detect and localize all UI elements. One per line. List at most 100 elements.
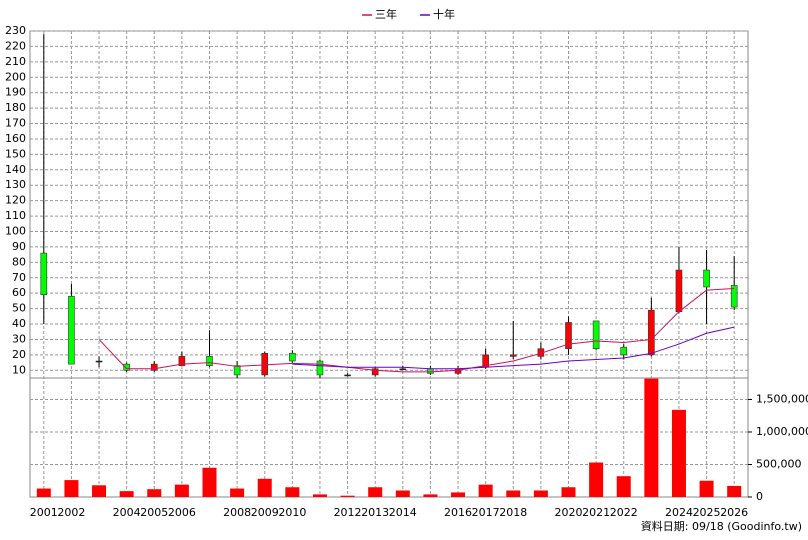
y-tick-label: 160 <box>5 132 26 145</box>
volume-bar <box>727 485 742 497</box>
candle-body <box>344 374 351 377</box>
candle-body <box>703 269 710 288</box>
volume-bar <box>451 492 466 497</box>
volume-bar <box>312 494 327 497</box>
y-tick-label: 70 <box>12 271 26 284</box>
candle-body <box>675 269 683 312</box>
candle-body <box>399 368 407 371</box>
x-tick-label: 2008 <box>223 506 251 519</box>
y-tick-label: 220 <box>5 39 26 52</box>
volume-bar <box>616 476 631 497</box>
x-tick-label: 2010 <box>278 506 306 519</box>
x-tick-label: 2016 <box>444 506 472 519</box>
volume-bar <box>202 467 217 497</box>
legend-label: 十年 <box>433 7 455 21</box>
volume-bar <box>699 480 714 497</box>
x-tick-label: 2002 <box>57 506 85 519</box>
candle-body <box>565 322 572 349</box>
volume-bar <box>478 484 493 497</box>
y-tick-label: 120 <box>5 194 26 207</box>
volume-bar <box>119 491 134 497</box>
x-tick-label: 2013 <box>361 506 389 519</box>
ma-line <box>292 326 735 370</box>
candle-body <box>730 285 738 308</box>
y-tick-label: 110 <box>5 209 26 222</box>
x-tick-label: 2022 <box>610 506 638 519</box>
x-tick-label: 2020 <box>555 506 583 519</box>
candle-body <box>316 360 324 376</box>
volume-bar <box>644 378 659 497</box>
volume-bar <box>36 488 51 497</box>
candle-body <box>648 309 655 356</box>
volume-bar <box>395 490 410 497</box>
x-tick-label: 2004 <box>113 506 141 519</box>
y-tick-label: 60 <box>12 286 26 299</box>
candle-body <box>178 356 186 366</box>
candle-body <box>371 368 379 376</box>
volume-bar <box>64 480 79 497</box>
y2-tick-label: 1,000,000 <box>756 425 808 438</box>
x-tick-label: 2012 <box>334 506 362 519</box>
ma-line <box>98 288 735 373</box>
y-tick-label: 20 <box>12 348 26 361</box>
x-tick-label: 2017 <box>472 506 500 519</box>
footer: 資料日期: 09/18 (Goodinfo.tw) <box>641 519 802 533</box>
volume-bar <box>589 462 604 497</box>
y-tick-label: 10 <box>12 363 26 376</box>
candle-body <box>233 365 241 376</box>
y-tick-label: 30 <box>12 332 26 345</box>
plot-frame <box>29 30 749 498</box>
volume-bar <box>506 490 521 497</box>
volume-bar <box>257 478 272 497</box>
y-tick-label: 210 <box>5 55 26 68</box>
volume-bar <box>147 489 162 497</box>
y-tick-label: 190 <box>5 86 26 99</box>
x-tick-label: 2018 <box>499 506 527 519</box>
y2-tick-label: 1,500,000 <box>756 392 808 405</box>
candle-body <box>509 354 517 357</box>
y-tick-label: 40 <box>12 317 26 330</box>
y-tick-label: 50 <box>12 302 26 315</box>
y-tick-label: 80 <box>12 255 26 268</box>
candle-body <box>40 252 48 296</box>
y-tick-label: 200 <box>5 70 26 83</box>
candle-body <box>427 368 434 374</box>
volume-bar <box>174 484 189 497</box>
y-tick-label: 100 <box>5 224 26 237</box>
volume-bar <box>92 485 107 497</box>
y-tick-label: 90 <box>12 240 26 253</box>
x-tick-label: 2021 <box>582 506 610 519</box>
x-tick-label: 2006 <box>168 506 196 519</box>
legend-label: 三年 <box>375 7 397 21</box>
volume-bar <box>423 494 438 497</box>
x-tick-label: 2026 <box>720 506 748 519</box>
x-tick-label: 2009 <box>251 506 279 519</box>
x-tick-label: 2001 <box>30 506 58 519</box>
y2-tick-label: 0 <box>756 490 763 503</box>
x-tick-label: 2024 <box>665 506 693 519</box>
volume-bar <box>230 488 245 497</box>
candle-body <box>150 363 158 371</box>
candle-body <box>289 353 296 362</box>
volume-bar <box>671 409 686 497</box>
y-tick-label: 150 <box>5 147 26 160</box>
y-tick-label: 170 <box>5 117 26 130</box>
candle-body <box>95 360 103 363</box>
y2-tick-label: 500,000 <box>756 457 802 470</box>
candle-body <box>592 320 600 349</box>
candle-body <box>206 356 213 366</box>
volume-bar <box>340 495 355 497</box>
candle-body <box>68 295 75 365</box>
candle-body <box>620 346 628 356</box>
candle-body <box>123 363 130 371</box>
volume-bar <box>285 487 300 497</box>
x-tick-label: 2025 <box>693 506 721 519</box>
y-tick-label: 230 <box>5 24 26 37</box>
candle-body <box>261 353 269 376</box>
x-tick-label: 2014 <box>389 506 417 519</box>
volume-bar <box>368 487 383 497</box>
x-tick-label: 2005 <box>140 506 168 519</box>
y-tick-label: 180 <box>5 101 26 114</box>
volume-bar <box>533 490 548 497</box>
